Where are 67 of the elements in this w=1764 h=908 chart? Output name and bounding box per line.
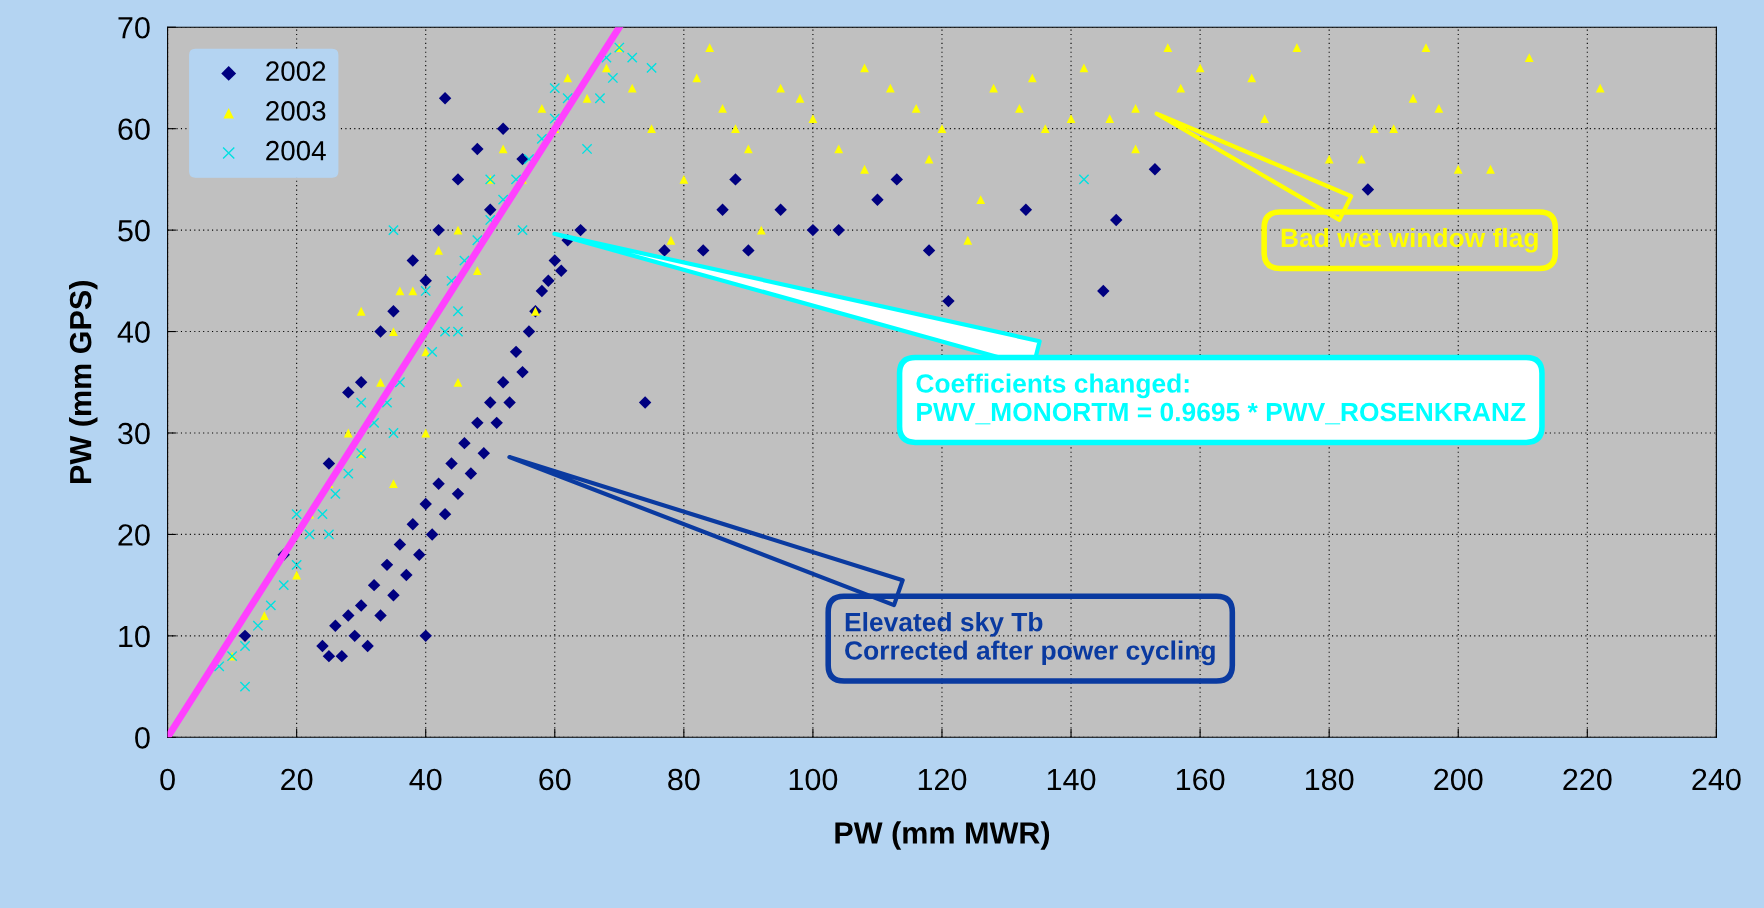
point — [446, 275, 457, 287]
x-tick-label: 80 — [668, 768, 700, 791]
point — [265, 600, 277, 611]
annotation: Coefficients changed: PWV_MONORTM = 0.9695 * PWV_ROSENKRANZ — [916, 373, 1526, 425]
point — [523, 153, 535, 165]
point — [581, 143, 593, 155]
point — [536, 133, 548, 145]
point — [323, 529, 335, 540]
annotation: Bad wet window flag — [1281, 227, 1538, 253]
x-tick-label: 100 — [789, 768, 838, 791]
y-axis-title: PW (mm GPS) — [69, 281, 98, 483]
point — [388, 224, 399, 236]
point — [452, 326, 464, 337]
y-tick-label: 10 — [119, 625, 150, 648]
x-tick-label: 60 — [539, 768, 571, 791]
x-tick-label: 140 — [1047, 768, 1096, 791]
point — [549, 113, 561, 124]
point — [239, 681, 251, 692]
x-axis-title: PW (mm MWR) — [835, 821, 1050, 850]
x-tick-label: 200 — [1434, 768, 1483, 791]
point — [388, 427, 399, 439]
x-tick-label: 160 — [1176, 768, 1225, 791]
y-tick-label: 40 — [117, 321, 150, 343]
point — [594, 92, 606, 104]
point — [626, 52, 638, 64]
y-tick-label: 70 — [118, 16, 150, 39]
point — [1078, 174, 1090, 185]
point — [330, 488, 341, 500]
x-tick-label: 0 — [160, 768, 175, 791]
x-tick-label: 180 — [1306, 768, 1354, 791]
x-tick-label: 240 — [1692, 768, 1741, 791]
point — [291, 508, 302, 520]
y-tick-label: 50 — [118, 219, 150, 242]
annotation: Elevated sky Tb Corrected after power cycling — [845, 612, 1215, 666]
point — [510, 174, 522, 185]
point — [459, 255, 470, 266]
legend-label: 2002 — [266, 61, 326, 81]
point — [562, 92, 574, 104]
x-tick-label: 40 — [409, 768, 442, 791]
x-tick-label: 220 — [1563, 768, 1612, 791]
x-tick-label: 20 — [281, 768, 313, 791]
y-tick-label: 30 — [118, 422, 150, 445]
point — [291, 559, 302, 571]
point — [517, 224, 528, 236]
y-tick-label: 60 — [118, 118, 150, 141]
point — [317, 508, 328, 520]
point — [304, 529, 315, 540]
point — [471, 234, 483, 246]
y-tick-label: 0 — [135, 727, 150, 749]
point — [239, 640, 251, 652]
point — [607, 72, 619, 84]
point — [452, 305, 464, 317]
legend-label: 2004 — [266, 140, 326, 161]
point — [426, 346, 438, 358]
point — [252, 620, 264, 632]
point — [355, 397, 367, 408]
point — [439, 326, 451, 337]
point — [342, 468, 354, 479]
point — [549, 82, 561, 94]
y-tick-label: 20 — [118, 524, 150, 546]
point — [278, 579, 290, 591]
point — [646, 62, 657, 74]
point — [484, 214, 496, 226]
x-tick-label: 120 — [918, 768, 967, 791]
point — [420, 285, 432, 297]
point — [497, 194, 509, 206]
legend-label: 2003 — [266, 101, 326, 121]
